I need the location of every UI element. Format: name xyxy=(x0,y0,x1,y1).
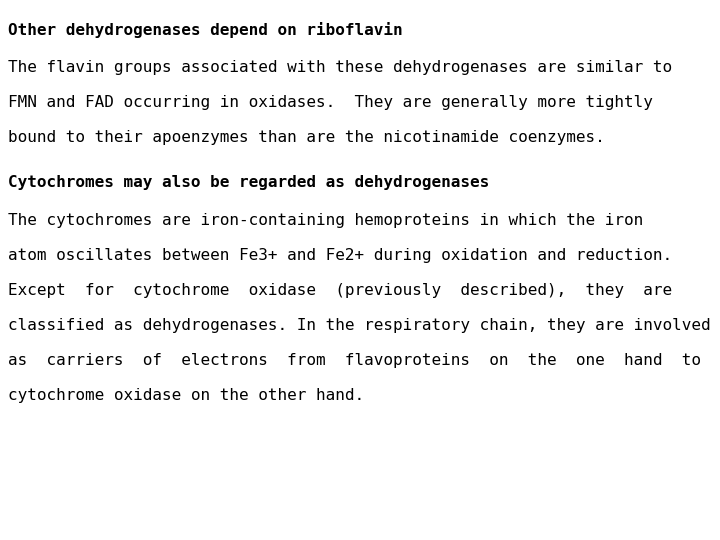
Text: The flavin groups associated with these dehydrogenases are similar to: The flavin groups associated with these … xyxy=(8,60,672,75)
Text: Other dehydrogenases depend on riboflavin: Other dehydrogenases depend on riboflavi… xyxy=(8,22,402,38)
Text: classified as dehydrogenases. In the respiratory chain, they are involved: classified as dehydrogenases. In the res… xyxy=(8,318,711,333)
Text: atom oscillates between Fe3+ and Fe2+ during oxidation and reduction.: atom oscillates between Fe3+ and Fe2+ du… xyxy=(8,248,672,263)
Text: FMN and FAD occurring in oxidases.  They are generally more tightly: FMN and FAD occurring in oxidases. They … xyxy=(8,95,653,110)
Text: bound to their apoenzymes than are the nicotinamide coenzymes.: bound to their apoenzymes than are the n… xyxy=(8,130,605,145)
Text: Except  for  cytochrome  oxidase  (previously  described),  they  are: Except for cytochrome oxidase (previousl… xyxy=(8,283,672,298)
Text: cytochrome oxidase on the other hand.: cytochrome oxidase on the other hand. xyxy=(8,388,364,403)
Text: Cytochromes may also be regarded as dehydrogenases: Cytochromes may also be regarded as dehy… xyxy=(8,175,490,190)
Text: as  carriers  of  electrons  from  flavoproteins  on  the  one  hand  to: as carriers of electrons from flavoprote… xyxy=(8,353,701,368)
Text: The cytochromes are iron-containing hemoproteins in which the iron: The cytochromes are iron-containing hemo… xyxy=(8,213,643,228)
